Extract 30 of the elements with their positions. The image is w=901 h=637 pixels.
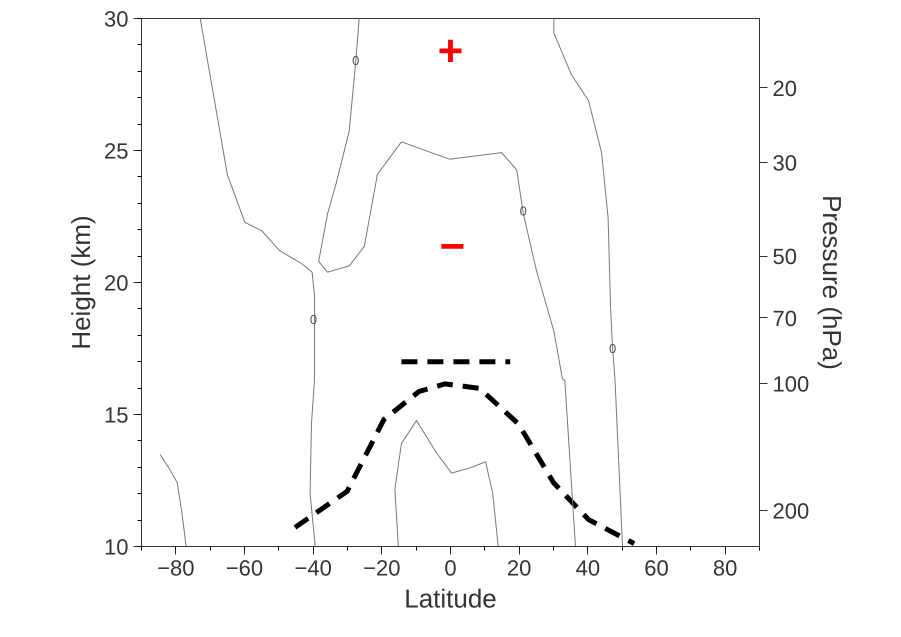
y-tick-label: 30: [104, 6, 129, 32]
y-tick-label: 20: [104, 270, 129, 296]
y2-tick-label: 200: [772, 498, 810, 524]
y2-axis-title: Pressure (hPa): [817, 195, 848, 370]
x-tick-label: −60: [226, 556, 264, 580]
y-tick-label: 25: [104, 138, 129, 164]
line-series: [200, 18, 316, 546]
x-tick-label: 40: [576, 556, 600, 580]
x-tick-label: −80: [157, 556, 194, 580]
y2-tick-label: 70: [772, 306, 797, 331]
y-tick-label: 15: [104, 402, 129, 428]
y2-tick-label: 50: [772, 244, 797, 270]
annotation: −: [440, 222, 466, 272]
x-tick-label: 0: [444, 556, 457, 580]
x-tick-label: 20: [506, 556, 532, 580]
y-tick-label: 10: [104, 534, 129, 560]
x-tick-label: 80: [712, 556, 738, 580]
line-series: [553, 18, 624, 546]
x-tick-label: −20: [363, 556, 400, 580]
y-axis-title: Height (km): [66, 215, 96, 350]
line-series: [318, 18, 576, 546]
x-axis-title: Latitude: [404, 584, 497, 614]
y2-tick-label: 30: [772, 150, 797, 176]
x-tick-label: −40: [294, 556, 332, 580]
y2-tick-label: 20: [772, 76, 797, 101]
line-series: [160, 454, 187, 546]
y2-tick-label: 100: [772, 371, 810, 396]
x-tick-label: 60: [644, 556, 669, 580]
annotation: +: [438, 26, 464, 76]
line-series: [394, 420, 499, 546]
